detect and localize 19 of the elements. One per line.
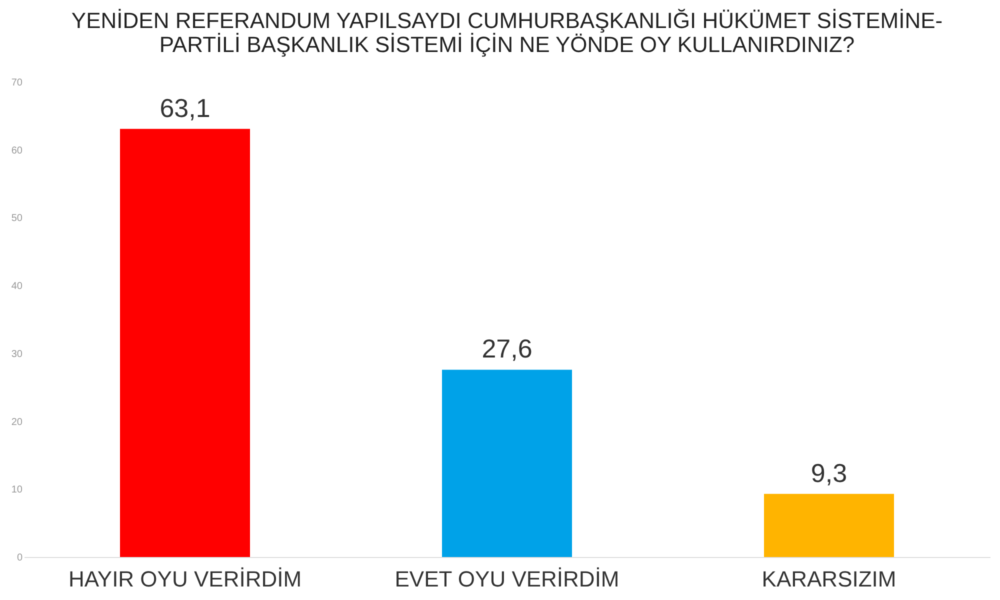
x-tick-label: KARARSIZIM [762, 566, 896, 592]
bar [120, 128, 250, 557]
x-tick-label: HAYIR OYU VERİRDİM [68, 566, 302, 592]
data-label: 9,3 [810, 458, 848, 488]
y-tick-label: 30 [11, 348, 23, 360]
bar [764, 494, 894, 557]
y-tick-label: 40 [11, 281, 23, 292]
x-tick-label: EVET OYU VERİRDİM [394, 566, 620, 592]
text: PARTİLİ BAŞKANLIK SİSTEMİ İÇİN NE YÖNDE OY KULLANIRDINIZ? [159, 32, 855, 57]
data-label: 63,1 [160, 92, 210, 123]
y-tick-label: 10 [11, 484, 23, 496]
y-tick-label: 50 [11, 213, 23, 224]
y-tick-label: 0 [16, 552, 23, 564]
bar [442, 370, 572, 557]
data-label: 27,6 [482, 334, 532, 364]
y-tick-label: 70 [11, 78, 23, 88]
text: YENİDEN REFERANDUM YAPILSAYDI CUMHURBAŞKANLIĞI HÜKÜMET SİSTEMİNE- [71, 8, 943, 33]
y-tick-label: 20 [11, 416, 23, 428]
y-tick-label: 60 [11, 145, 23, 156]
